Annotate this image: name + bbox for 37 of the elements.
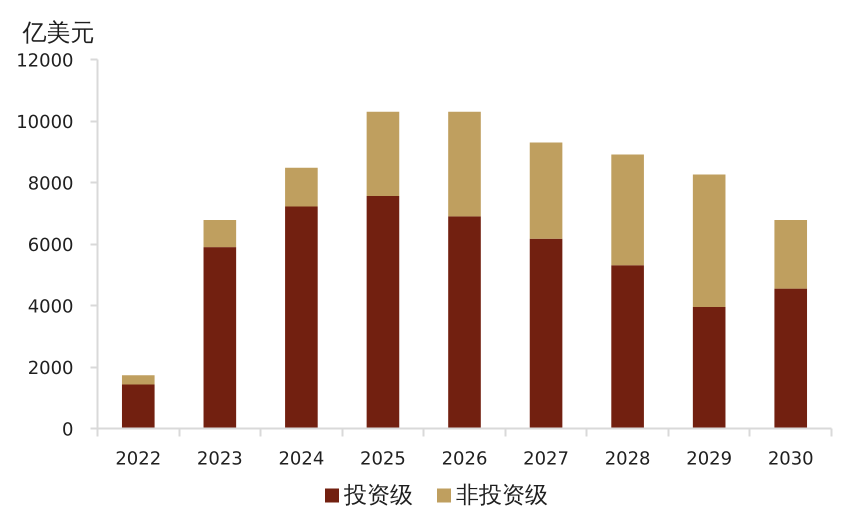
bar: [204, 247, 236, 428]
y-tick-label: 2000: [28, 358, 74, 379]
y-tick-label: 4000: [28, 296, 74, 318]
bar: [204, 220, 236, 248]
x-tick-label: 2028: [604, 448, 651, 470]
bar: [366, 112, 400, 196]
x-tick-label: 2027: [523, 448, 569, 470]
x-tick-label: 2023: [196, 448, 243, 470]
y-tick-label: 6000: [28, 235, 74, 256]
y-tick-label: 0: [62, 420, 74, 440]
x-tick-label: 2025: [360, 448, 406, 470]
legend-label: 投资级: [343, 482, 413, 508]
bar: [285, 168, 318, 206]
x-tick-label: 2029: [686, 448, 732, 470]
y-axis-title: 亿美元: [22, 18, 94, 46]
bar: [448, 112, 481, 216]
bar: [285, 206, 318, 428]
bar: [692, 174, 726, 308]
bar: [122, 384, 155, 428]
bar: [366, 196, 400, 428]
x-tick-label: 2024: [278, 448, 324, 470]
y-tick-label: 12000: [16, 50, 74, 72]
bar: [530, 238, 562, 428]
bar: [774, 288, 808, 428]
bar: [692, 307, 726, 428]
x-tick-label: 2022: [115, 448, 162, 470]
bar: [448, 216, 481, 428]
bar: [611, 265, 644, 428]
bar: [122, 375, 155, 385]
bar: [530, 142, 562, 239]
bar: [774, 220, 808, 289]
legend-label: 非投资级: [456, 482, 548, 508]
y-tick-label: 8000: [28, 174, 74, 194]
bar: [611, 154, 644, 266]
x-tick-label: 2026: [442, 448, 488, 470]
x-tick-label: 2030: [768, 448, 814, 470]
y-tick-label: 10000: [16, 112, 74, 133]
